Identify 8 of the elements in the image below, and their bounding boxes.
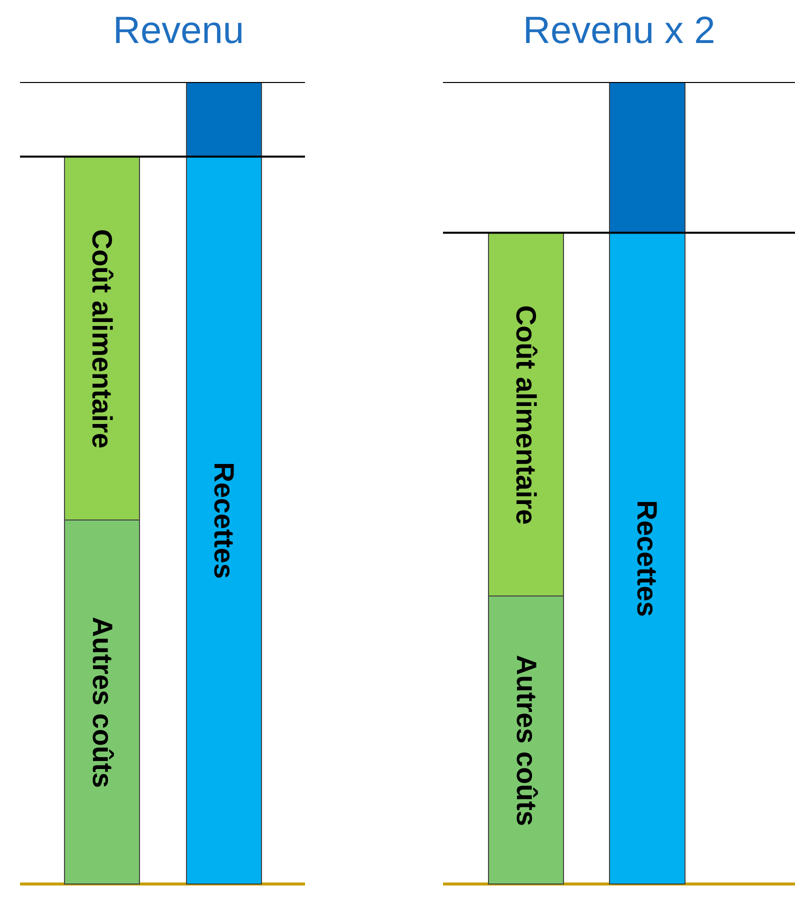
annotation: Recettes — [632, 500, 663, 617]
annotation: Autres coûts — [511, 654, 542, 826]
annotation: Recettes — [208, 462, 240, 579]
annotation: Autres coûts — [87, 616, 118, 788]
chart-title: Revenu x 2 — [523, 10, 716, 52]
annotation: Coût alimentaire — [86, 229, 118, 448]
annotation: Coût alimentaire — [510, 305, 542, 525]
chart-title: Revenu — [113, 10, 244, 52]
